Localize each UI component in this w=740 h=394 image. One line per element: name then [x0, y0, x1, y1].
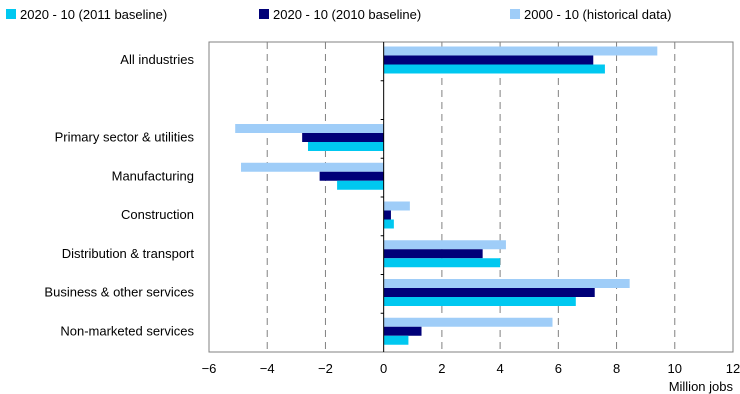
bar	[383, 326, 422, 336]
bar	[383, 297, 576, 306]
legend-label: 2020 - 10 (2011 baseline)	[20, 7, 167, 22]
category-label: Distribution & transport	[62, 246, 195, 261]
legend-swatch	[510, 9, 520, 19]
bar	[383, 55, 594, 65]
bar	[307, 142, 384, 151]
category-label: Construction	[121, 207, 194, 222]
x-tick-label: 12	[726, 361, 740, 376]
bar	[383, 210, 391, 220]
x-tick-label: 6	[555, 361, 562, 376]
bar	[383, 288, 595, 297]
legend-label: 2020 - 10 (2010 baseline)	[273, 7, 421, 22]
legend-swatch	[259, 9, 269, 19]
legend-swatch	[6, 9, 16, 19]
category-label: Manufacturing	[112, 168, 194, 183]
bar	[383, 46, 658, 56]
bar	[319, 171, 384, 181]
category-label: Non-marketed services	[60, 323, 194, 338]
x-tick-label: −6	[202, 361, 217, 376]
bar	[337, 180, 384, 190]
bar	[383, 258, 501, 268]
bar	[383, 219, 394, 229]
bar	[383, 64, 605, 74]
x-axis-label: Million jobs	[669, 379, 734, 394]
bar	[383, 317, 553, 327]
plot-frame	[208, 41, 734, 353]
bar	[302, 133, 384, 142]
bar	[383, 201, 410, 211]
x-tick-label: 0	[380, 361, 387, 376]
x-tick-label: 4	[496, 361, 503, 376]
bar	[383, 249, 483, 259]
x-tick-label: 10	[668, 361, 682, 376]
bar	[383, 335, 409, 345]
bar	[383, 240, 506, 250]
x-tick-label: 8	[613, 361, 620, 376]
category-label: All industries	[120, 52, 194, 67]
category-labels: All industries Primary sector & utilities…	[44, 52, 194, 338]
x-tick-label: 2	[438, 361, 445, 376]
category-label: Business & other services	[44, 285, 194, 300]
category-label: Primary sector & utilities	[55, 130, 195, 145]
legend-label: 2000 - 10 (historical data)	[524, 7, 671, 22]
bars	[235, 46, 658, 345]
x-tick-label: −4	[260, 361, 275, 376]
bar	[241, 162, 384, 172]
x-tick-label: −2	[318, 361, 333, 376]
bar	[235, 124, 384, 133]
bar	[383, 279, 630, 288]
chart-legend: 2020 - 10 (2011 baseline) 2020 - 10 (2010…	[6, 7, 671, 22]
